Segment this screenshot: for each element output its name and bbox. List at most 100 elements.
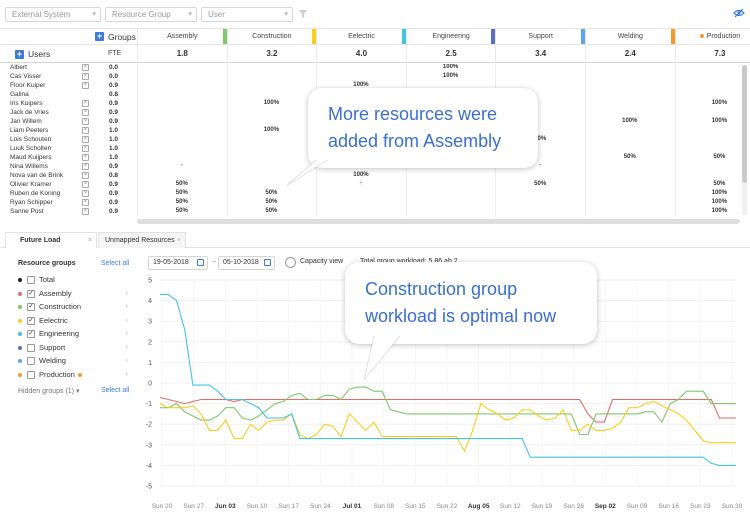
table-row[interactable]: Tatiana 0.9 bbox=[0, 216, 742, 217]
allocation-cell[interactable]: 100% bbox=[263, 100, 280, 106]
allocation-cell[interactable]: + bbox=[538, 163, 542, 169]
hidden-groups-toggle[interactable]: Hidden groups (1) ▾ bbox=[18, 387, 80, 395]
remove-user-icon[interactable]: × bbox=[82, 64, 89, 71]
remove-user-icon[interactable]: × bbox=[82, 127, 89, 134]
group-checkbox[interactable]: ✓ bbox=[27, 303, 35, 311]
group-checkbox[interactable] bbox=[27, 370, 35, 379]
allocation-cell[interactable]: 100% bbox=[622, 118, 638, 124]
remove-user-icon[interactable]: × bbox=[82, 100, 89, 107]
allocation-cell[interactable]: 50% bbox=[175, 208, 188, 214]
remove-user-icon[interactable]: × bbox=[82, 208, 89, 215]
calendar-icon[interactable] bbox=[264, 259, 271, 266]
remove-user-icon[interactable]: × bbox=[82, 190, 89, 197]
chevron-right-icon[interactable]: › bbox=[125, 316, 128, 324]
allocation-cell[interactable]: 50% bbox=[175, 181, 188, 187]
group-checkbox[interactable]: ✓ bbox=[27, 289, 35, 298]
table-row[interactable]: Albert × 0.0 100% bbox=[0, 64, 742, 72]
group-checkbox[interactable] bbox=[27, 357, 35, 365]
allocation-cell[interactable]: 50% bbox=[623, 154, 636, 160]
group-column-support[interactable]: Support bbox=[495, 29, 585, 45]
tab-unmapped-resources[interactable]: Unmapped Resources × bbox=[98, 232, 186, 248]
chevron-right-icon[interactable]: › bbox=[125, 357, 128, 364]
add-group-button[interactable]: + bbox=[95, 31, 104, 41]
allocation-cell[interactable]: 50% bbox=[713, 154, 726, 160]
hidden-select-all-link[interactable]: Select all bbox=[101, 387, 130, 394]
table-row[interactable]: Floor Kuiper × 0.9 100% bbox=[0, 81, 742, 90]
external-system-select[interactable]: External System ▾ bbox=[5, 7, 101, 22]
filter-icon[interactable] bbox=[299, 9, 307, 19]
group-column-engineering[interactable]: Engineering bbox=[405, 29, 496, 45]
capacity-view-toggle[interactable] bbox=[285, 257, 296, 268]
remove-user-icon[interactable]: × bbox=[82, 172, 89, 179]
table-row[interactable]: Liam Peeters × 1.0 100% bbox=[0, 126, 742, 135]
table-row[interactable]: Olivier Kramer × 0.9 50% +50% 50% bbox=[0, 180, 742, 189]
allocation-cell[interactable]: 100% bbox=[711, 199, 728, 205]
group-column-construction[interactable]: Construction bbox=[226, 29, 317, 45]
select-all-link[interactable]: Select all bbox=[101, 260, 130, 267]
remove-user-icon[interactable]: × bbox=[82, 136, 89, 143]
group-column-assembly[interactable]: Assembly bbox=[137, 29, 227, 45]
chevron-right-icon[interactable]: › bbox=[125, 370, 128, 378]
group-checkbox[interactable]: ✓ bbox=[27, 316, 35, 325]
table-row[interactable]: Luuk Scholten × 1.0 bbox=[0, 144, 742, 153]
table-row[interactable]: Sanne Post × 0.9 50% 50% 100% bbox=[0, 207, 742, 216]
close-icon[interactable]: × bbox=[176, 237, 181, 244]
eye-off-icon[interactable] bbox=[733, 8, 745, 18]
table-row[interactable]: Ruben de Koning × 0.9 50% 50% 100% bbox=[0, 189, 742, 198]
allocation-cell[interactable]: 50% bbox=[175, 190, 188, 196]
group-column-eelectric[interactable]: Eelectric bbox=[316, 29, 406, 45]
resource-group-welding[interactable]: Welding › bbox=[18, 355, 128, 367]
allocation-cell[interactable]: 50% bbox=[534, 181, 547, 187]
vertical-scroll-thumb[interactable] bbox=[742, 65, 747, 183]
horizontal-scrollbar[interactable] bbox=[137, 219, 740, 224]
allocation-cell[interactable]: 100% bbox=[442, 73, 459, 79]
allocation-cell[interactable]: 100% bbox=[353, 82, 369, 88]
tab-future-load[interactable]: Future Load × bbox=[5, 232, 97, 248]
table-row[interactable]: Lois Schouten × 1.0 30% bbox=[0, 135, 742, 144]
date-from-input[interactable]: 19-05-2018 bbox=[148, 256, 208, 270]
table-row[interactable]: Nova van de Brink × 0.8 100% bbox=[0, 171, 742, 180]
group-checkbox[interactable]: ✓ bbox=[27, 330, 35, 338]
allocation-cell[interactable]: 50% bbox=[265, 199, 278, 205]
group-column-production[interactable]: Production bbox=[674, 29, 750, 45]
vertical-scrollbar[interactable] bbox=[742, 65, 747, 215]
allocation-cell[interactable]: 100% bbox=[353, 172, 369, 178]
allocation-cell[interactable]: 50% bbox=[175, 199, 188, 205]
group-checkbox[interactable] bbox=[27, 343, 35, 352]
resource-group-eelectric[interactable]: ✓ Eelectric › bbox=[18, 315, 128, 327]
date-to-input[interactable]: 05-10-2018 bbox=[218, 256, 275, 270]
table-row[interactable]: Jack de Vries × 0.9 bbox=[0, 108, 742, 117]
chevron-right-icon[interactable]: › bbox=[125, 343, 128, 351]
remove-user-icon[interactable]: × bbox=[82, 118, 89, 125]
resource-group-production[interactable]: Production › bbox=[18, 369, 128, 381]
allocation-cell[interactable]: 100% bbox=[711, 118, 728, 124]
chevron-right-icon[interactable]: › bbox=[125, 289, 128, 297]
group-column-welding[interactable]: Welding bbox=[585, 29, 675, 45]
table-row[interactable]: Cas Visser × 0.0 100% bbox=[0, 72, 742, 81]
allocation-cell[interactable]: + bbox=[359, 181, 363, 187]
resource-group-engineering[interactable]: ✓ Engineering › bbox=[18, 328, 128, 340]
table-row[interactable]: Nina Willems × 0.9 + + bbox=[0, 162, 742, 171]
table-row[interactable]: Iris Kuipers × 0.9 100% 100% bbox=[0, 99, 742, 108]
allocation-cell[interactable]: 100% bbox=[442, 64, 459, 70]
calendar-icon[interactable] bbox=[197, 259, 204, 266]
remove-user-icon[interactable]: × bbox=[82, 82, 89, 89]
remove-user-icon[interactable]: × bbox=[82, 163, 89, 170]
remove-user-icon[interactable]: × bbox=[82, 109, 89, 116]
allocation-cell[interactable]: 50% bbox=[265, 208, 278, 214]
resource-group-support[interactable]: Support › bbox=[18, 342, 128, 354]
add-user-button[interactable]: + bbox=[15, 49, 24, 59]
table-row[interactable]: Galina 0.8 bbox=[0, 90, 742, 99]
table-row[interactable]: Jan Willem × 0.9 100% 100% bbox=[0, 117, 742, 126]
allocation-cell[interactable]: 30% bbox=[534, 136, 547, 142]
allocation-cell[interactable]: 100% bbox=[263, 127, 280, 133]
allocation-cell[interactable]: 100% bbox=[711, 100, 728, 106]
resource-group-total[interactable]: Total bbox=[18, 274, 128, 286]
user-select[interactable]: User ▾ bbox=[201, 7, 293, 22]
resource-group-construction[interactable]: ✓ Construction › bbox=[18, 301, 128, 313]
remove-user-icon[interactable]: × bbox=[82, 73, 89, 80]
allocation-cell[interactable]: + bbox=[180, 163, 184, 169]
resource-group-select[interactable]: Resource Group ▾ bbox=[105, 7, 197, 22]
resource-group-assembly[interactable]: ✓ Assembly › bbox=[18, 288, 128, 300]
allocation-cell[interactable]: 50% bbox=[713, 181, 726, 187]
